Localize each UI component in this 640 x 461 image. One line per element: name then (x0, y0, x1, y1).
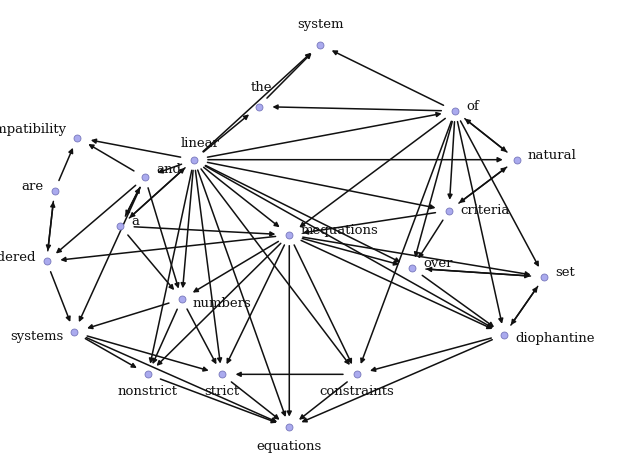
Text: the: the (251, 81, 273, 94)
Text: systems: systems (10, 330, 63, 343)
Text: criteria: criteria (460, 204, 509, 217)
Text: natural: natural (527, 149, 577, 162)
Text: nonstrict: nonstrict (118, 385, 178, 398)
Text: linear: linear (180, 137, 220, 150)
Text: mequations: mequations (300, 224, 378, 237)
Text: system: system (297, 18, 343, 31)
Text: a: a (131, 215, 140, 228)
Text: set: set (556, 266, 575, 279)
Text: compatibility: compatibility (0, 123, 67, 136)
Text: over: over (423, 257, 452, 270)
Text: and: and (156, 163, 181, 176)
Text: constraints: constraints (319, 385, 394, 398)
Text: of: of (466, 100, 479, 113)
Text: equations: equations (257, 440, 322, 453)
Text: diophantine: diophantine (515, 332, 595, 345)
Text: considered: considered (0, 251, 36, 264)
Text: numbers: numbers (193, 297, 252, 310)
Text: are: are (21, 180, 44, 193)
Text: strict: strict (204, 385, 239, 398)
